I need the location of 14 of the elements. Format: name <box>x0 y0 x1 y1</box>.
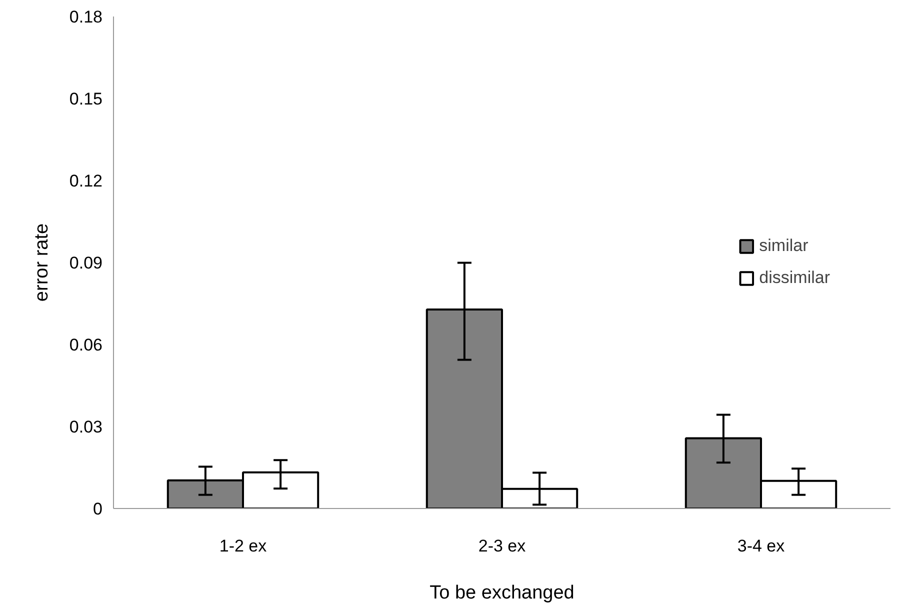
y-tick-label: 0.12 <box>69 172 103 190</box>
x-axis-title: To be exchanged <box>430 582 574 604</box>
y-tick-label: 0.06 <box>69 336 103 354</box>
y-tick-label: 0.03 <box>69 418 103 436</box>
y-axis-title: error rate <box>31 223 52 302</box>
x-tick-label: 1-2 ex <box>219 536 268 556</box>
y-tick-label: 0.15 <box>69 90 103 108</box>
legend-label: dissimilar <box>759 268 830 288</box>
y-tick-label: 0.09 <box>69 254 103 272</box>
x-tick-label: 2-3 ex <box>478 536 526 556</box>
x-tick-label: 3-4 ex <box>737 536 786 556</box>
y-tick-label: 0.18 <box>69 8 103 26</box>
y-tick-label: 0 <box>93 500 103 518</box>
legend-label: similar <box>759 236 808 256</box>
